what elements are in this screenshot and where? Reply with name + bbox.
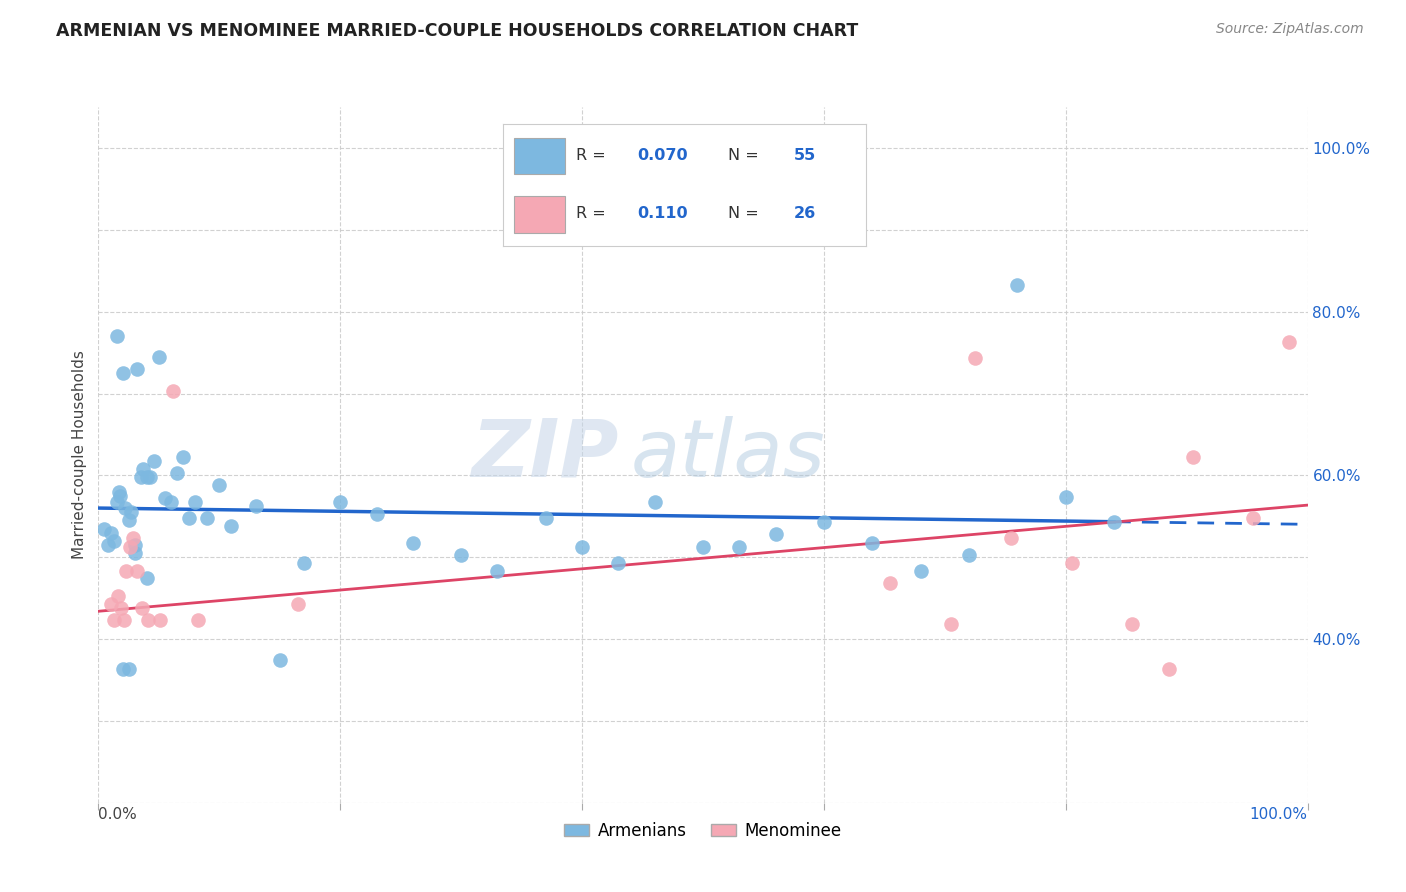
Point bbox=[100, 525, 122, 540]
Point bbox=[450, 548, 472, 562]
Point bbox=[136, 613, 159, 627]
Point bbox=[1157, 662, 1180, 676]
Point bbox=[153, 491, 176, 506]
Point bbox=[148, 350, 170, 364]
Point bbox=[135, 470, 157, 484]
Point bbox=[765, 527, 787, 541]
Point bbox=[103, 533, 125, 548]
Point bbox=[110, 601, 132, 615]
Point bbox=[1278, 334, 1301, 349]
Point bbox=[607, 556, 630, 570]
Point bbox=[139, 470, 162, 484]
Point bbox=[132, 462, 155, 476]
Point bbox=[1241, 511, 1264, 525]
Point bbox=[179, 511, 201, 525]
Point bbox=[329, 494, 352, 508]
Point bbox=[108, 489, 131, 503]
Point bbox=[187, 613, 209, 627]
Point bbox=[131, 601, 153, 615]
Point bbox=[105, 494, 128, 508]
Point bbox=[127, 362, 149, 376]
Point bbox=[269, 652, 291, 666]
Point bbox=[534, 511, 557, 525]
Point bbox=[195, 511, 218, 525]
Text: ARMENIAN VS MENOMINEE MARRIED-COUPLE HOUSEHOLDS CORRELATION CHART: ARMENIAN VS MENOMINEE MARRIED-COUPLE HOU… bbox=[56, 22, 859, 40]
Point bbox=[692, 540, 714, 554]
Text: ZIP: ZIP bbox=[471, 416, 619, 494]
Text: Source: ZipAtlas.com: Source: ZipAtlas.com bbox=[1216, 22, 1364, 37]
Text: 0.0%: 0.0% bbox=[98, 807, 138, 822]
Point bbox=[122, 532, 145, 546]
Point bbox=[728, 540, 751, 554]
Point bbox=[111, 366, 134, 380]
Point bbox=[910, 564, 932, 578]
Point bbox=[100, 597, 122, 611]
Point bbox=[120, 505, 142, 519]
Point bbox=[184, 494, 207, 508]
Point bbox=[160, 494, 183, 508]
Point bbox=[112, 613, 135, 627]
Point bbox=[111, 662, 134, 676]
Point bbox=[105, 329, 128, 343]
Point bbox=[118, 513, 141, 527]
Point bbox=[245, 499, 267, 513]
Point bbox=[129, 470, 152, 484]
Point bbox=[135, 571, 157, 585]
Point bbox=[1000, 532, 1022, 546]
Point bbox=[879, 576, 901, 591]
Point bbox=[149, 613, 172, 627]
Point bbox=[103, 613, 125, 627]
Point bbox=[957, 548, 980, 562]
Point bbox=[221, 519, 243, 533]
Point bbox=[287, 597, 309, 611]
Y-axis label: Married-couple Households: Married-couple Households bbox=[72, 351, 87, 559]
Point bbox=[108, 484, 131, 499]
Point bbox=[1102, 515, 1125, 529]
Point bbox=[1007, 277, 1029, 292]
Point bbox=[571, 540, 593, 554]
Point bbox=[366, 507, 388, 521]
Point bbox=[93, 522, 115, 536]
Point bbox=[860, 535, 883, 549]
Point bbox=[292, 556, 315, 570]
Point bbox=[172, 450, 194, 464]
Point bbox=[1121, 617, 1143, 632]
Point bbox=[118, 540, 141, 554]
Text: 100.0%: 100.0% bbox=[1250, 807, 1308, 822]
Point bbox=[114, 501, 136, 516]
Point bbox=[208, 478, 231, 492]
Point bbox=[1181, 450, 1204, 464]
Point bbox=[644, 494, 666, 508]
Point bbox=[486, 564, 509, 578]
Point bbox=[939, 617, 962, 632]
Point bbox=[402, 535, 425, 549]
Point bbox=[166, 466, 188, 480]
Point bbox=[124, 538, 146, 552]
Legend: Armenians, Menominee: Armenians, Menominee bbox=[557, 815, 849, 847]
Point bbox=[965, 351, 987, 366]
Point bbox=[1054, 491, 1077, 505]
Point bbox=[1060, 556, 1083, 570]
Point bbox=[143, 453, 166, 467]
Point bbox=[118, 662, 141, 676]
Point bbox=[107, 589, 129, 603]
Point bbox=[124, 546, 146, 560]
Point bbox=[162, 384, 184, 398]
Text: atlas: atlas bbox=[630, 416, 825, 494]
Point bbox=[127, 564, 149, 578]
Point bbox=[97, 538, 120, 552]
Point bbox=[813, 515, 835, 529]
Point bbox=[115, 564, 138, 578]
